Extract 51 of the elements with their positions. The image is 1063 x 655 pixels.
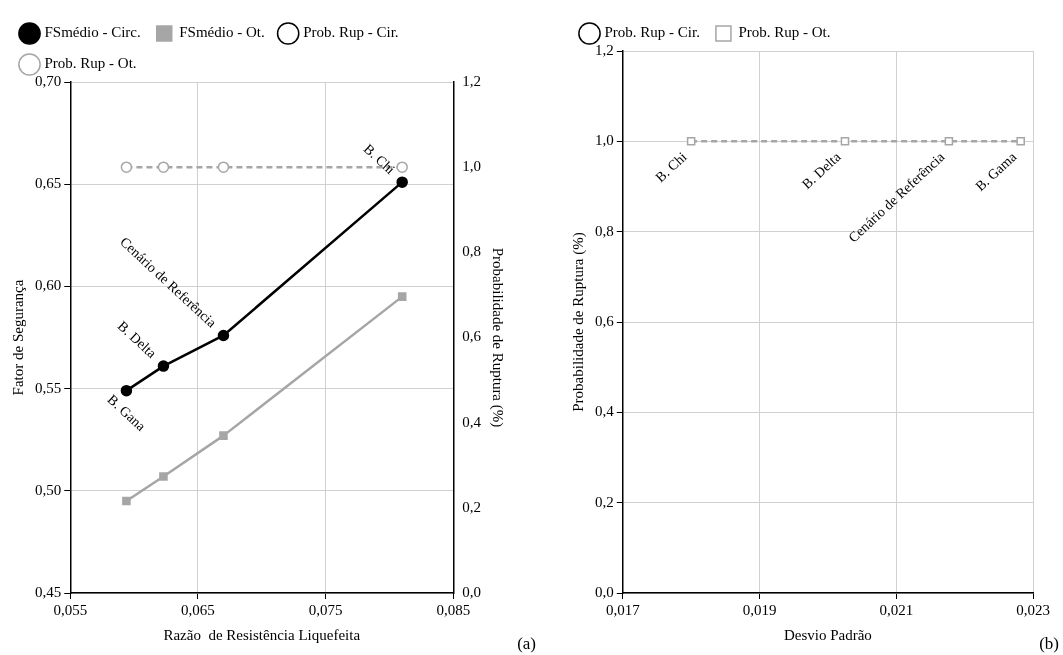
point — [217, 329, 230, 342]
x-tick-label: 0,017 — [605, 601, 641, 618]
x-tick-label: 0,085 — [436, 601, 471, 618]
y2-tick-label: 0,6 — [462, 328, 482, 345]
point — [219, 431, 228, 440]
x-tick-label: 0,023 — [1016, 601, 1050, 618]
x-tick-label: 0,019 — [742, 601, 777, 618]
point — [397, 292, 407, 301]
y-tick-label: 0,4 — [595, 403, 615, 420]
text: (a) — [517, 633, 536, 653]
x-tick-label: 0,065 — [181, 601, 215, 618]
x-axis-title: Razão de Resistência Liquefeita — [163, 626, 361, 643]
y-tick-label: 1,0 — [595, 132, 614, 149]
y-tick-label: 0,0 — [595, 583, 614, 600]
x-tick-label: 0,075 — [308, 601, 343, 618]
y-axis-title: Probabilidade de Ruptura (%) — [569, 232, 587, 412]
point — [159, 472, 168, 481]
annotation: B. Chi — [360, 141, 398, 178]
point — [157, 360, 170, 372]
x-tick-label: 0,055 — [53, 601, 88, 618]
y-tick-label: 0,6 — [595, 312, 615, 329]
x-tick-label: 0,021 — [879, 601, 914, 618]
y2-tick-label: 0,8 — [462, 243, 481, 260]
legend-label: Prob. Rup - Cir. — [303, 24, 399, 41]
y-tick-label: 0,65 — [35, 175, 62, 192]
point — [396, 176, 408, 188]
legend-label: Prob. Rup - Ot. — [738, 24, 831, 41]
y2-tick-label: 0,2 — [462, 498, 481, 515]
legend-label: FSmédio - Circ. — [44, 24, 141, 41]
y2-tick-label: 0,4 — [462, 413, 482, 430]
legend-label: FSmédio - Ot. — [179, 24, 265, 41]
y-tick-label: 0,55 — [35, 379, 62, 396]
legend-label: Prob. Rup - Ot. — [44, 55, 137, 72]
legend-label: Prob. Rup - Cir. — [604, 24, 700, 41]
y2-tick-label: 1,0 — [462, 158, 481, 175]
point — [120, 384, 133, 397]
y-tick-label: 0,60 — [35, 277, 62, 294]
y2-tick-label: 1,2 — [462, 72, 481, 89]
text: (b) — [1039, 633, 1059, 653]
y-tick-label: 0,2 — [595, 493, 614, 510]
y-axis-title: Fator de Segurança — [9, 279, 26, 396]
y2-tick-label: 0,0 — [462, 583, 481, 600]
annotation: B. Chi — [652, 149, 690, 186]
x-axis-title: Desvio Padrão — [783, 626, 872, 643]
point — [122, 496, 131, 506]
y-tick-label: 0,45 — [35, 583, 62, 600]
y-tick-label: 0,70 — [35, 72, 62, 89]
y-tick-label: 1,2 — [595, 41, 614, 58]
y-tick-label: 0,8 — [595, 222, 614, 239]
y2-axis-title: Probabilidade de Ruptura (%) — [489, 247, 507, 428]
y-tick-label: 0,50 — [35, 481, 62, 498]
